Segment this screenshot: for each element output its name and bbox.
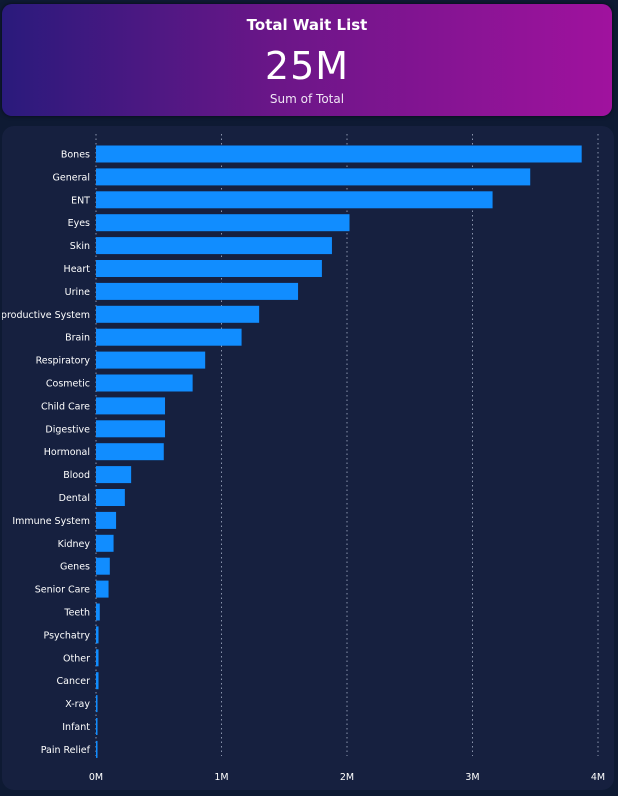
category-label: Child Care bbox=[41, 401, 90, 412]
x-tick-label: 2M bbox=[340, 772, 354, 783]
category-label: Digestive bbox=[45, 424, 90, 435]
x-tick-label: 3M bbox=[465, 772, 479, 783]
bar-eyes bbox=[96, 214, 350, 232]
bar-cancer bbox=[96, 672, 99, 690]
bar-other bbox=[96, 649, 99, 667]
bar-chart-card: 0M 1M 2M 3M 4M Bones General ENT Eyes Skin Heart Ur… bbox=[2, 126, 614, 790]
category-label: Bones bbox=[61, 150, 90, 161]
bar-urine bbox=[96, 282, 299, 300]
bar-bones bbox=[96, 145, 582, 163]
category-label: Brain bbox=[65, 333, 90, 344]
total-wait-list-card: Total Wait List 25M Sum of Total bbox=[2, 4, 612, 116]
category-label: Pain Relief bbox=[41, 745, 91, 756]
bar-blood bbox=[96, 466, 132, 484]
bar-cosmetic bbox=[96, 374, 193, 392]
bar-digestive bbox=[96, 420, 166, 438]
category-label: Teeth bbox=[63, 608, 90, 619]
bar-respiratory bbox=[96, 351, 206, 369]
bar-skin bbox=[96, 237, 332, 255]
category-label: Blood bbox=[63, 470, 90, 481]
x-tick-label: 1M bbox=[214, 772, 228, 783]
category-label: Heart bbox=[64, 264, 91, 275]
bar-senior-care bbox=[96, 580, 109, 598]
category-label: Senior Care bbox=[35, 585, 90, 596]
card-value: 25M bbox=[264, 44, 350, 88]
category-label: General bbox=[53, 172, 90, 183]
x-tick-label: 4M bbox=[591, 772, 605, 783]
bar-immune-system bbox=[96, 511, 117, 529]
bar-ent bbox=[96, 191, 493, 209]
category-label: Reproductive System bbox=[2, 310, 90, 321]
bar-psychatry bbox=[96, 626, 99, 644]
bar-brain bbox=[96, 328, 242, 346]
category-label: Urine bbox=[65, 287, 91, 298]
category-label: Dental bbox=[59, 493, 90, 504]
bar-infant bbox=[96, 718, 98, 735]
bar-general bbox=[96, 168, 531, 186]
category-label: Immune System bbox=[12, 516, 90, 527]
category-label: ENT bbox=[71, 195, 90, 206]
bar-kidney bbox=[96, 534, 114, 552]
card-title: Total Wait List bbox=[246, 16, 368, 34]
x-tick-label: 0M bbox=[89, 772, 103, 783]
category-label: X-ray bbox=[65, 699, 90, 710]
bar-heart bbox=[96, 260, 322, 277]
category-label: Cosmetic bbox=[46, 379, 90, 390]
category-label: Eyes bbox=[68, 218, 90, 229]
category-label: Hormonal bbox=[44, 447, 90, 458]
bar-dental bbox=[96, 489, 125, 506]
bar-pain-relief bbox=[96, 740, 98, 758]
category-label: Skin bbox=[70, 241, 90, 252]
bar-genes bbox=[96, 557, 110, 575]
category-label: Psychatry bbox=[44, 630, 91, 641]
bar-x-ray bbox=[96, 695, 98, 713]
bar-chart: 0M 1M 2M 3M 4M Bones General ENT Eyes Skin Heart Ur… bbox=[2, 134, 605, 783]
category-label: Respiratory bbox=[36, 356, 91, 367]
category-label: Kidney bbox=[58, 539, 91, 550]
bar-teeth bbox=[96, 603, 100, 621]
bar-reproductive-system bbox=[96, 305, 260, 323]
category-label: Cancer bbox=[57, 676, 91, 687]
category-label: Genes bbox=[60, 562, 90, 573]
bar-hormonal bbox=[96, 443, 164, 461]
card-label: Sum of Total bbox=[269, 92, 345, 106]
category-label: Other bbox=[63, 653, 90, 664]
category-label: Infant bbox=[62, 722, 90, 733]
bar-child-care bbox=[96, 397, 166, 415]
